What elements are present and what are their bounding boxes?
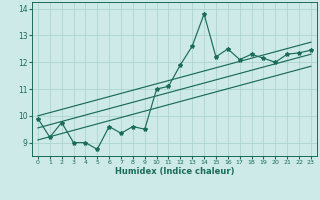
X-axis label: Humidex (Indice chaleur): Humidex (Indice chaleur)	[115, 167, 234, 176]
